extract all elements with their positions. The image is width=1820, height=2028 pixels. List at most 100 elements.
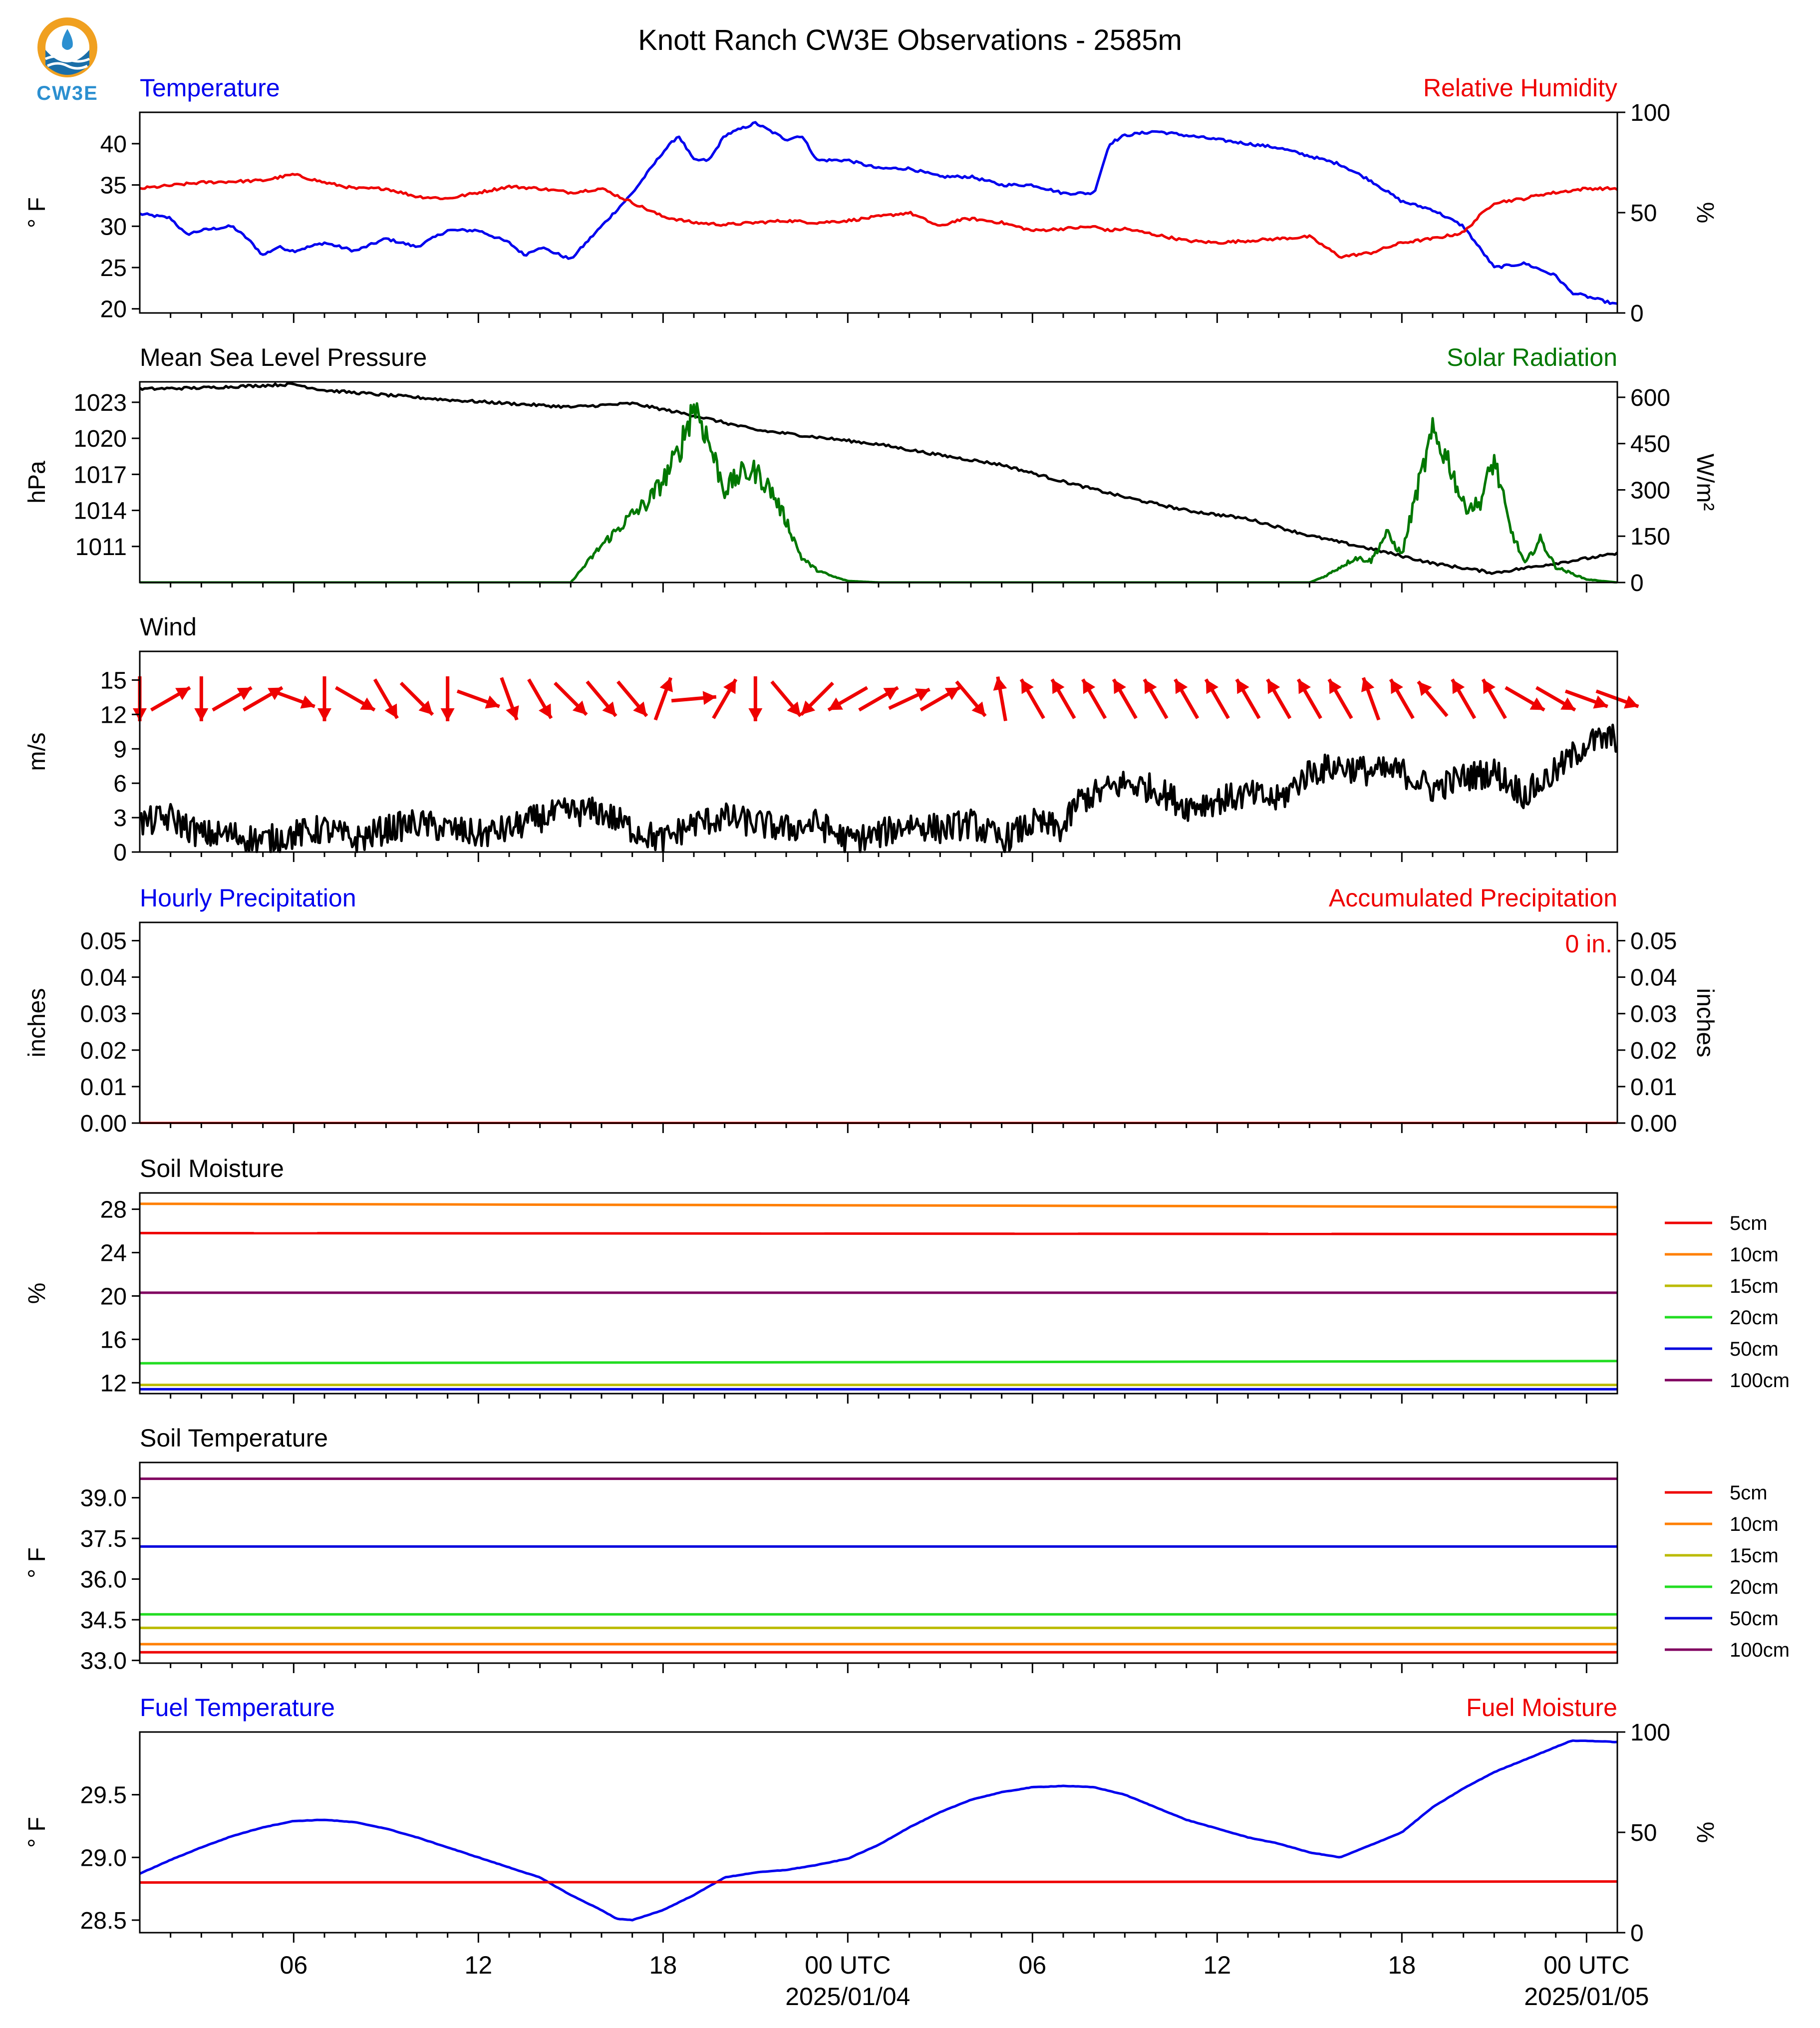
panel-1-series <box>140 121 1617 305</box>
legend-label: 20cm <box>1730 1576 1779 1598</box>
panel-left-title: Hourly Precipitation <box>140 884 356 912</box>
logo-text: CW3E <box>36 82 98 104</box>
wind-arrow <box>955 680 987 717</box>
panel-2: 1011 1014 1017 1020 1023 0 150 300 450 600 hPa W/m²… <box>24 343 1718 596</box>
cw3e-logo-icon <box>37 17 97 77</box>
y2-tick-label: 0.03 <box>1630 1001 1677 1028</box>
figure-title: Knott Ranch CW3E Observations - 2585m <box>638 24 1182 56</box>
wind-arrow <box>1174 678 1200 719</box>
y-tick-label: 6 <box>113 771 127 797</box>
wind-arrow <box>1143 678 1169 719</box>
legend-label: 15cm <box>1730 1275 1779 1297</box>
wind-arrow <box>1389 678 1415 719</box>
y2-tick-label: 0.04 <box>1630 965 1677 991</box>
y-tick-label: 24 <box>100 1240 127 1267</box>
series-line-10cm <box>140 1202 1617 1208</box>
y2-axis-label: % <box>1692 202 1718 224</box>
wind-arrow <box>671 691 717 705</box>
wind-arrow <box>194 676 209 721</box>
panel-7: 28.5 29.0 29.5 0 50 100 ° F % Fuel Temperature Fu… <box>24 1694 1718 1947</box>
y2-tick-label: 0.02 <box>1630 1038 1677 1064</box>
x-tick-date-label: 2025/01/05 <box>1524 1983 1649 2011</box>
panel-6: 33.0 34.5 36.0 37.5 39.0 ° F Soil Temperature 5… <box>24 1424 1790 1675</box>
legend-label: 20cm <box>1730 1307 1779 1329</box>
x-tick-label: 00 UTC <box>805 1951 891 1979</box>
panel-right-title: Solar Radiation <box>1447 343 1617 371</box>
y-axis-label: ° F <box>24 1817 50 1848</box>
y-axis-label: m/s <box>24 732 50 771</box>
y-tick-label: 40 <box>100 131 127 158</box>
series-line-wind-speed <box>140 723 1617 853</box>
panel-right-title: Accumulated Precipitation <box>1329 884 1617 912</box>
x-tick-label: 12 <box>465 1951 493 1979</box>
wind-arrow <box>212 686 253 712</box>
wind-arrow <box>1505 686 1545 712</box>
wind-arrow <box>858 686 899 712</box>
y2-tick-label: 100 <box>1630 1720 1670 1746</box>
wind-arrow <box>500 677 519 721</box>
y-axis-label: ° F <box>24 1547 50 1578</box>
wind-arrow <box>993 676 1007 721</box>
wind-arrow <box>399 681 434 716</box>
y2-tick-label: 0.01 <box>1630 1074 1677 1101</box>
panel-frame <box>139 381 1618 583</box>
y-tick-label: 16 <box>100 1327 127 1353</box>
wind-arrow <box>527 678 553 719</box>
y-axis-label: % <box>24 1283 50 1304</box>
wind-arrow <box>1050 678 1076 719</box>
x-tick-label: 12 <box>1204 1951 1231 1979</box>
wind-arrow <box>554 681 588 716</box>
wind-arrow <box>1535 686 1576 712</box>
wind-arrow <box>800 681 834 716</box>
y-tick-label: 33.0 <box>80 1648 127 1675</box>
wind-arrow <box>1266 678 1292 719</box>
wind-arrow <box>653 677 673 721</box>
y-tick-label: 28 <box>100 1197 127 1223</box>
y-tick-label: 15 <box>100 667 127 694</box>
y-tick-label: 1020 <box>73 426 127 452</box>
legend-label: 10cm <box>1730 1513 1779 1535</box>
y2-tick-label: 50 <box>1630 200 1657 227</box>
series-line-fuel-temperature <box>140 1739 1617 1922</box>
panel-2-series <box>140 382 1617 583</box>
wind-arrow <box>1327 678 1353 719</box>
y2-axis-label: W/m² <box>1692 454 1718 511</box>
panel-6-series <box>140 1477 1617 1654</box>
wind-arrows <box>133 676 1639 721</box>
panel-frame <box>139 111 1618 314</box>
y-tick-label: 0.02 <box>80 1038 127 1064</box>
wind-arrow <box>1481 678 1507 719</box>
y-tick-label: 20 <box>100 1283 127 1310</box>
wind-arrow <box>712 678 738 719</box>
wind-arrow <box>334 686 376 712</box>
wind-arrow <box>1361 677 1381 721</box>
x-tick-label: 18 <box>1388 1951 1416 1979</box>
y2-axis-label: % <box>1692 1822 1718 1843</box>
wind-arrow <box>770 680 802 717</box>
wind-arrow <box>1081 678 1107 719</box>
y2-tick-label: 100 <box>1630 100 1670 126</box>
panel-left-title: Wind <box>140 613 197 641</box>
wind-arrow <box>1296 678 1322 719</box>
wind-arrow <box>1019 678 1045 719</box>
wind-arrow <box>272 689 315 709</box>
y-tick-label: 29.5 <box>80 1782 127 1809</box>
panel-left-title: Temperature <box>140 74 280 102</box>
wind-arrow <box>373 678 399 719</box>
legend-label: 100cm <box>1730 1639 1790 1661</box>
y-tick-label: 1011 <box>75 534 127 561</box>
y-tick-label: 9 <box>113 736 127 763</box>
y-tick-label: 0 <box>113 840 127 866</box>
wind-arrow <box>150 686 191 712</box>
x-tick-label: 06 <box>280 1951 308 1979</box>
panel-right-title: Fuel Moisture <box>1466 1694 1617 1722</box>
panel-left-title: Mean Sea Level Pressure <box>140 343 427 371</box>
y2-tick-label: 150 <box>1630 524 1670 550</box>
y2-tick-label: 50 <box>1630 1820 1657 1846</box>
y-tick-label: 34.5 <box>80 1607 127 1634</box>
wind-arrow <box>748 676 763 721</box>
y2-tick-label: 0.05 <box>1630 928 1677 955</box>
